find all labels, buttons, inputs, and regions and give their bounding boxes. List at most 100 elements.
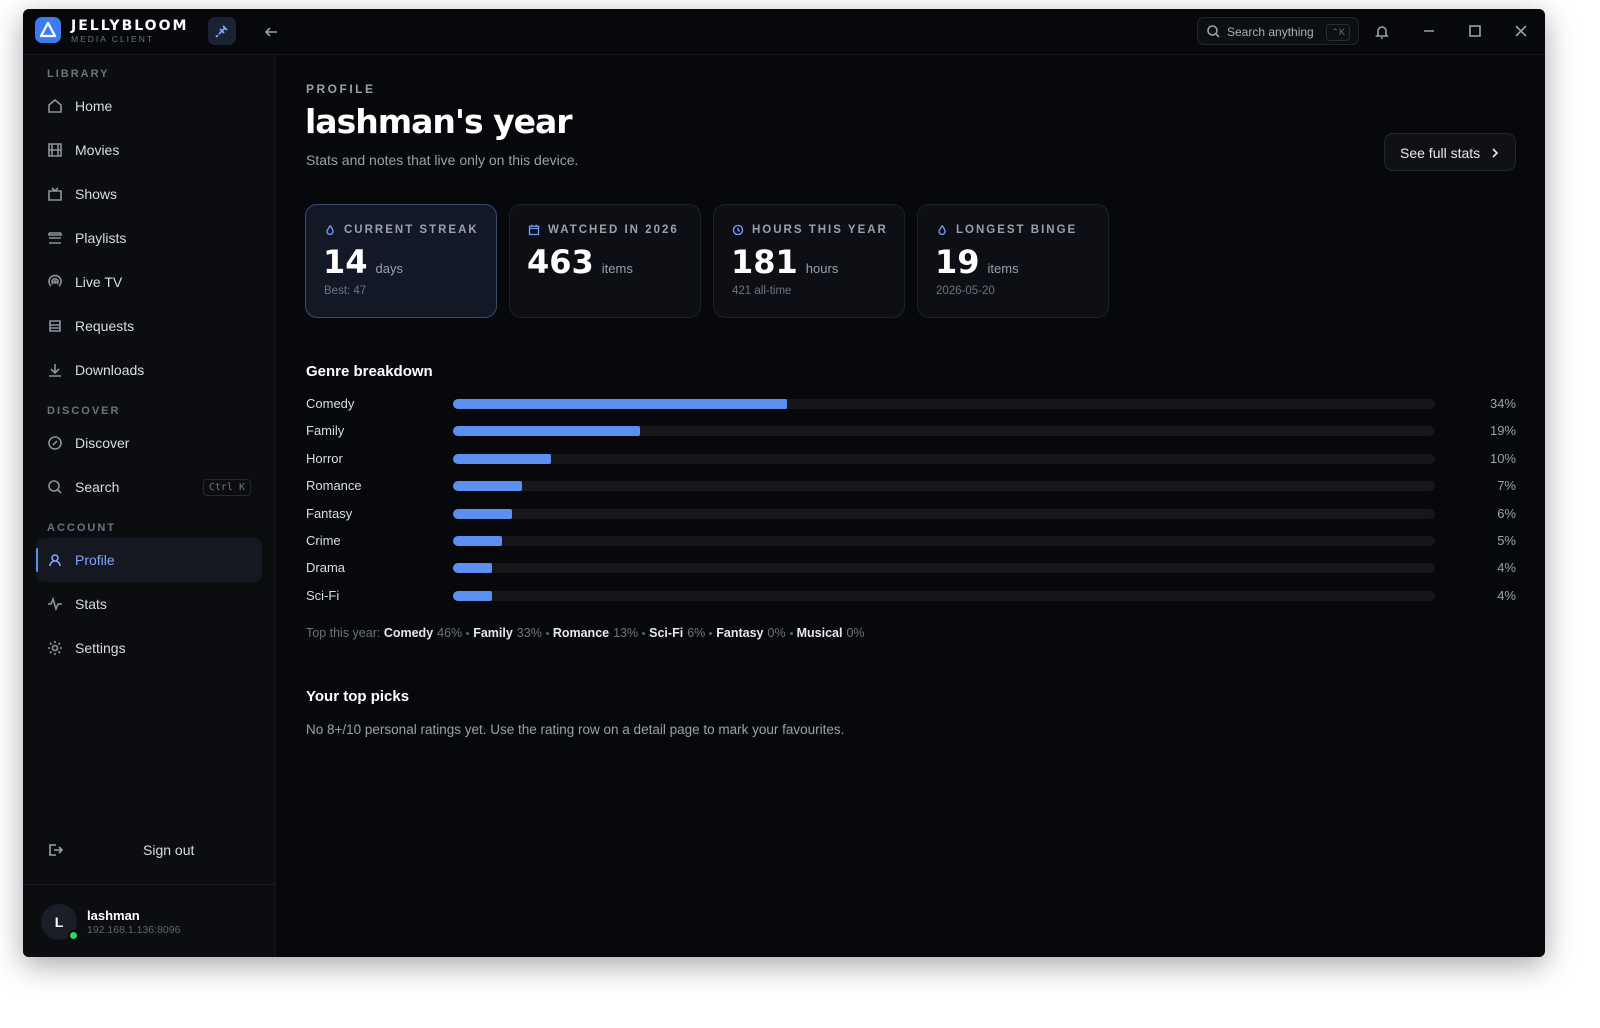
nav-item[interactable]: Downloads [36,348,262,392]
search-box[interactable]: Search anything ⌃K [1197,17,1359,45]
stat-unit: items [601,261,633,276]
nav-item[interactable]: Stats [36,582,262,626]
nav-section: LIBRARY Home Movies Shows Playlists Live TV Re… [23,64,275,392]
maximize[interactable] [1468,24,1482,38]
top-genre-pct: 6% [687,626,706,640]
online-indicator [68,930,79,941]
logo [35,17,61,43]
stat-label-text: CURRENT STREAK [344,224,479,236]
nav-label: Requests [75,318,135,334]
genre-label: Fantasy [306,505,353,521]
genre-pct: 19% [1489,423,1516,439]
bar-track [453,536,1435,546]
sidebar: LIBRARY Home Movies Shows Playlists Live TV Re… [23,55,276,957]
top-genre-pct: 33% [516,626,542,640]
nav-item[interactable]: Shows [36,172,262,216]
nav-item[interactable]: Playlists [36,216,262,260]
back-button[interactable] [263,24,279,40]
genre-label: Horror [306,450,343,466]
nav-item[interactable]: Discover [36,421,262,465]
top-genre: Fantasy [716,626,764,640]
minimize[interactable] [1422,24,1436,38]
nav-icon [48,187,62,201]
separator [642,632,646,636]
stat-icon [732,224,744,236]
search-shortcut: ⌃K [1326,24,1350,41]
bar [453,453,552,464]
top-picks-empty: No 8+/10 personal ratings yet. Use the r… [306,722,845,737]
nav-icon [48,274,62,287]
eyebrow: PROFILE [306,82,376,96]
stat-value-row: 181 hours [731,243,838,281]
nav-label: Playlists [75,230,127,246]
bar-track [453,481,1435,492]
nav-item[interactable]: Profile [36,538,262,582]
separator [789,632,793,636]
nav-section: ACCOUNT Profile Stats Settings [23,518,275,670]
stat-unit: days [375,261,403,276]
bar-track [453,590,1435,601]
separator [466,632,470,636]
nav-label: Search [75,479,120,495]
section-title: Genre breakdown [306,363,433,380]
nav-label: Stats [75,596,107,612]
bar [453,508,512,519]
stat-note: 2026-05-20 [936,285,995,297]
nav-icon [48,480,62,494]
nav-label: Home [75,98,113,114]
section-title: DISCOVER [47,405,121,417]
stat-label-text: LONGEST BINGE [956,224,1078,236]
genre-pct: 10% [1489,450,1516,466]
shortcut: Ctrl K [202,478,251,496]
button-label: See full stats [1400,145,1481,161]
genre-pct: 6% [1497,505,1516,521]
pin-button[interactable] [208,17,236,45]
stat-icon [938,225,946,236]
bar [453,426,640,437]
bar-track [453,508,1435,519]
see-full-stats[interactable]: See full stats [1384,133,1516,171]
nav-item[interactable]: Settings [36,626,262,670]
sign-out[interactable]: Sign out [36,837,263,863]
genre-pct: 7% [1497,478,1516,494]
close[interactable] [1514,24,1528,38]
stat-value: 181 [731,243,798,281]
genre-label: Crime [306,533,341,548]
stat-label: HOURS THIS YEAR [732,224,888,236]
nav-item[interactable]: Movies [36,128,262,172]
app-window: JELLYBLOOM MEDIA CLIENT Search anything … [23,9,1545,957]
nav-label: Settings [75,640,126,656]
nav-label: Discover [75,435,130,451]
nav-item[interactable]: Home [36,84,262,128]
notifications[interactable] [1375,24,1389,40]
nav-label: Shows [75,186,118,202]
top-genre-pct: 0% [767,626,786,640]
nav-label: Live TV [75,274,123,290]
nav: LIBRARY Home Movies Shows Playlists Live TV Re… [23,64,275,670]
stat-value: 14 [323,243,368,281]
top-genre-pct: 0% [846,626,865,640]
top-genre: Comedy [383,626,434,640]
section-title: ACCOUNT [47,522,116,534]
stat-value: 19 [935,243,980,281]
top-genre-pct: 13% [613,626,639,640]
separator [709,632,713,636]
nav-item[interactable]: Search Ctrl K [36,465,262,509]
nav-icon [48,641,62,655]
nav-item[interactable]: Live TV [36,260,262,304]
nav-label: Downloads [75,362,145,378]
stat-label: LONGEST BINGE [936,224,1077,236]
stat-value-row: 19 items [935,243,1019,281]
page-subtitle: Stats and notes that live only on this d… [306,152,579,168]
bar [453,481,522,492]
divider [23,884,276,885]
nav-item[interactable]: Requests [36,304,262,348]
top-genre: Romance [552,626,610,640]
stat-label-text: WATCHED IN 2026 [548,224,679,236]
genre-label: Comedy [306,396,355,411]
titlebar: JELLYBLOOM MEDIA CLIENT Search anything … [23,9,1545,55]
genre-pct: 4% [1497,560,1516,576]
stat-value-row: 463 items [527,243,633,281]
nav-icon [48,98,62,113]
